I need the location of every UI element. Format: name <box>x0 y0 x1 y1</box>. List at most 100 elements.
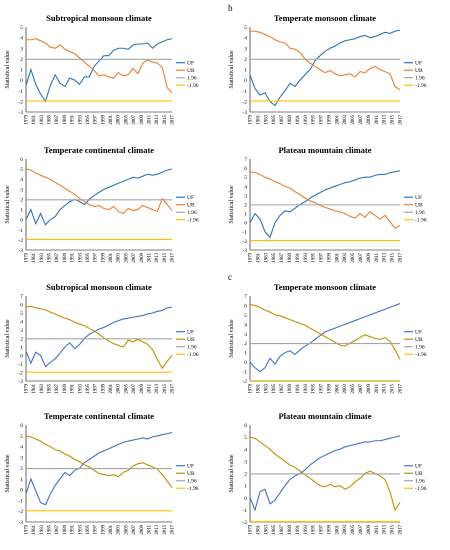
y-tick-label: 3 <box>244 193 247 199</box>
x-tick-label: 1993 <box>304 524 309 534</box>
y-tick-label: 2 <box>20 197 23 203</box>
x-tick-label: 2007 <box>359 114 364 124</box>
x-tick-label: 1995 <box>86 524 91 534</box>
y-tick-label: 0 <box>20 488 23 494</box>
x-tick-label: 1989 <box>63 114 68 124</box>
x-tick-label: 1993 <box>304 383 309 393</box>
y-tick-label: -2 <box>18 238 23 244</box>
y-axis-label: Statistical value <box>5 454 11 492</box>
x-tick-label: 2007 <box>132 114 137 124</box>
y-tick-label: 5 <box>20 311 23 317</box>
x-tick-label: 1987 <box>280 524 285 534</box>
y-tick-label: 3 <box>244 332 247 338</box>
x-tick-label: 1997 <box>94 383 99 393</box>
legend-label: 1.96 <box>415 210 425 216</box>
x-tick-label: 2003 <box>117 252 122 262</box>
y-tick-label: 3 <box>20 46 23 52</box>
x-tick-label: 1997 <box>320 524 325 534</box>
y-tick-label: 6 <box>20 157 23 163</box>
y-tick-label: 6 <box>244 166 247 172</box>
legend-label: UB <box>415 471 423 477</box>
x-tick-label: 1997 <box>320 383 325 393</box>
x-tick-label: 1999 <box>327 383 332 393</box>
series-line-1 <box>25 38 173 103</box>
x-tick-label: 1983 <box>264 383 269 393</box>
y-axis-label: Statistical value <box>229 185 235 223</box>
x-tick-label: 2001 <box>335 114 340 124</box>
x-tick-label: 2015 <box>391 114 396 124</box>
x-tick-label: 2005 <box>351 252 356 262</box>
x-tick-label: 2011 <box>375 383 380 393</box>
x-tick-label: 2017 <box>171 114 176 124</box>
x-tick-label: 1993 <box>78 252 83 262</box>
chart-panel-8: Plateau mountain climate Statistical valu… <box>229 411 427 535</box>
y-tick-label: 6 <box>244 303 247 309</box>
x-tick-label: 2015 <box>391 524 396 534</box>
x-tick-label: 2009 <box>367 383 372 393</box>
legend-label: UF <box>187 195 194 201</box>
x-tick-label: 2007 <box>132 252 137 262</box>
panel-label-c: c <box>228 272 232 282</box>
y-tick-label: 1 <box>244 484 247 490</box>
x-tick-label: 2017 <box>171 252 176 262</box>
chart-panel-5: Subtropical monsoon climate Statistical v… <box>5 282 199 394</box>
legend-label: -1.96 <box>187 486 199 492</box>
legend-label: 1.96 <box>415 479 425 485</box>
legend-label: UF <box>187 464 194 470</box>
x-tick-label: 2005 <box>351 114 356 124</box>
chart-title: Subtropical monsoon climate <box>46 282 152 292</box>
y-tick-label: 1 <box>244 212 247 218</box>
x-tick-label: 1985 <box>272 524 277 534</box>
x-tick-label: 1989 <box>288 524 293 534</box>
x-tick-label: 2001 <box>335 383 340 393</box>
legend-label: -1.96 <box>187 218 199 224</box>
legend-label: 1.96 <box>187 76 197 82</box>
y-tick-label: -1 <box>18 89 23 95</box>
x-tick-label: 2001 <box>109 252 114 262</box>
x-tick-label: 2015 <box>163 524 168 534</box>
x-tick-label: 2011 <box>375 252 380 262</box>
legend-label: -1.96 <box>415 218 427 224</box>
x-tick-label: 2001 <box>109 114 114 124</box>
chart-title: Temperate continental climate <box>44 145 154 155</box>
x-tick-label: 1997 <box>94 524 99 534</box>
x-tick-label: 2017 <box>399 383 404 393</box>
legend-label: 1.96 <box>415 345 425 351</box>
x-tick-label: 1997 <box>320 114 325 124</box>
x-tick-label: 2009 <box>140 383 145 393</box>
x-tick-label: 1995 <box>86 114 91 124</box>
panel-label-b: b <box>228 3 233 13</box>
x-tick-label: 2009 <box>140 114 145 124</box>
chart-title: Temperate monsoon climate <box>274 282 376 292</box>
y-tick-label: 1 <box>20 208 23 214</box>
x-tick-label: 2011 <box>147 383 152 393</box>
y-tick-label: 3 <box>20 187 23 193</box>
y-tick-label: -2 <box>18 371 23 377</box>
legend-label: -1.96 <box>187 352 199 358</box>
x-tick-label: 1991 <box>296 114 301 124</box>
x-tick-label: 1989 <box>288 114 293 124</box>
series-line-2 <box>25 305 173 370</box>
y-tick-label: -3 <box>18 379 23 385</box>
x-tick-label: 1979 <box>25 524 30 534</box>
y-tick-label: 2 <box>244 57 247 63</box>
x-tick-label: 1997 <box>94 114 99 124</box>
y-tick-label: -2 <box>18 509 23 515</box>
y-tick-label: 2 <box>244 203 247 209</box>
y-tick-label: 4 <box>244 447 247 453</box>
x-tick-label: 2011 <box>375 114 380 124</box>
x-tick-label: 1983 <box>40 252 45 262</box>
x-tick-label: 1983 <box>40 524 45 534</box>
x-tick-label: 1993 <box>78 383 83 393</box>
y-tick-label: -2 <box>242 520 247 526</box>
x-tick-label: 1987 <box>55 252 60 262</box>
x-tick-label: 1999 <box>101 383 106 393</box>
y-tick-label: -1 <box>242 508 247 514</box>
chart-title: Plateau mountain climate <box>278 145 371 155</box>
x-tick-label: 2013 <box>155 114 160 124</box>
y-axis-label: Statistical value <box>229 319 235 357</box>
x-tick-label: 2007 <box>132 524 137 534</box>
x-tick-label: 1981 <box>256 252 261 262</box>
x-tick-label: 1979 <box>249 252 254 262</box>
